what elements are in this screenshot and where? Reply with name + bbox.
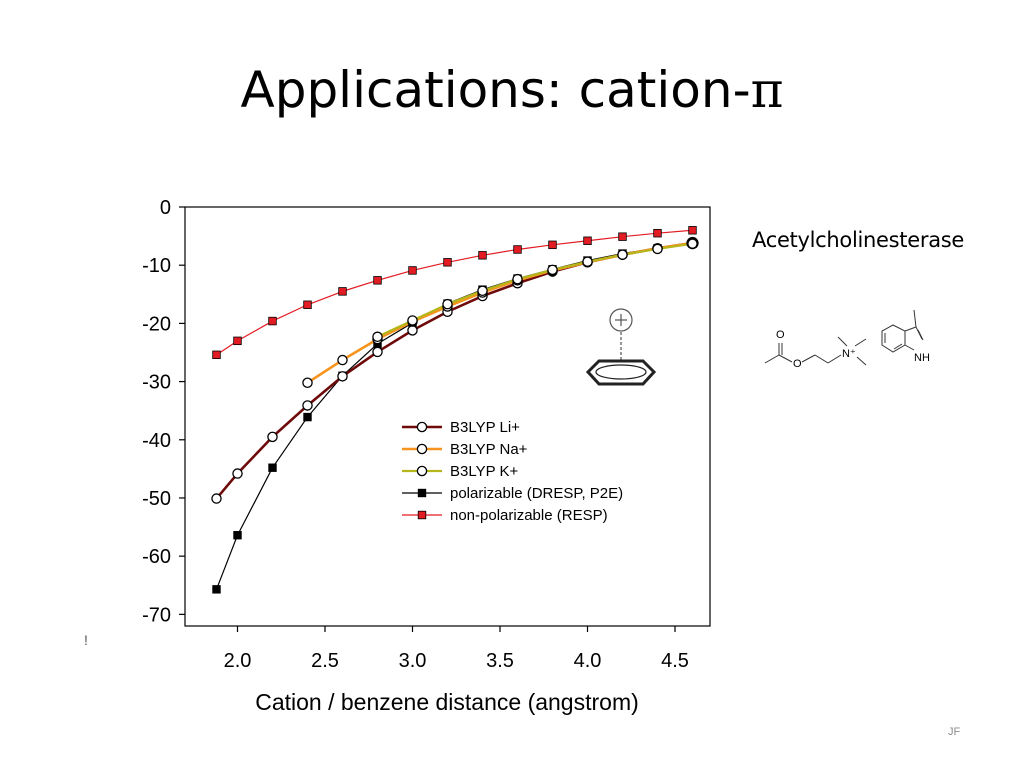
- point-s2-2: [442, 298, 453, 310]
- ammonium-label: N⁺: [842, 348, 856, 360]
- legend-marker-4: [417, 510, 427, 520]
- chart-legend: B3LYP Li+ B3LYP Na+ B3LYP K+ polarizable (D…: [402, 419, 623, 524]
- y-tick-label-0: 0: [160, 197, 171, 219]
- footer-initials: JF: [948, 726, 961, 738]
- point-s2-4: [512, 273, 523, 285]
- cation-plus-icon: [609, 308, 633, 332]
- legend-marker-3: [417, 488, 427, 498]
- point-s0-5: [372, 346, 383, 358]
- legend-label-1: B3LYP Na+: [450, 441, 528, 458]
- series-line-4: [216, 229, 693, 356]
- chart-series-markers: [211, 226, 699, 594]
- legend-marker-1: [416, 443, 428, 455]
- point-s3-1: [233, 531, 242, 540]
- point-s1-1: [337, 354, 348, 366]
- point-s4-11: [583, 236, 592, 245]
- point-s0-1: [232, 468, 243, 479]
- legend-label-0: B3LYP Li+: [450, 419, 520, 436]
- point-s2-3: [477, 285, 488, 297]
- point-s4-13: [653, 228, 662, 238]
- point-s4-6: [408, 266, 417, 275]
- y-tick-label-4: -40: [142, 430, 171, 452]
- point-s0-0: [211, 493, 222, 504]
- chart-axes: 0 -10 -20 -30 -40 -50 -60 -70 2.0 2.5 3.0 3.5 4.0 4.5: [142, 197, 711, 672]
- indole-nh-label: NH: [914, 352, 930, 364]
- point-s0-3: [302, 400, 313, 411]
- plot-frame: [184, 206, 711, 627]
- legend-label-4: non-polarizable (RESP): [450, 507, 608, 524]
- slide-title: Applications: cation-π: [0, 61, 1024, 120]
- y-tick-label-1: -10: [142, 255, 171, 277]
- series-line-3: [215, 243, 693, 590]
- point-s4-4: [338, 287, 347, 296]
- legend-label-3: polarizable (DRESP, P2E): [450, 485, 623, 502]
- point-s3-2: [268, 463, 277, 472]
- point-s4-12: [618, 232, 627, 241]
- y-tick-label-5: -50: [142, 488, 171, 510]
- legend-marker-0: [416, 421, 428, 433]
- point-s4-9: [513, 245, 522, 254]
- point-s2-7: [617, 249, 628, 260]
- x-tick-label-3: 3.5: [486, 650, 514, 672]
- x-tick-label-0: 2.0: [224, 650, 252, 672]
- legend-label-2: B3LYP K+: [450, 463, 518, 480]
- side-label-acetylcholinesterase: Acetylcholinesterase: [752, 228, 965, 252]
- y-tick-label-6: -60: [142, 546, 171, 568]
- point-s4-7: [443, 258, 452, 267]
- y-tick-label-3: -30: [142, 372, 171, 394]
- ester-oxygen-label: O: [793, 358, 802, 370]
- y-tick-label-7: -70: [142, 604, 171, 626]
- point-s2-5: [547, 264, 558, 276]
- point-s0-2: [267, 431, 278, 443]
- cation-benzene-illustration: [585, 308, 657, 386]
- x-axis-label: Cation / benzene distance (angstrom): [255, 689, 639, 715]
- x-tick-label-4: 4.0: [574, 650, 602, 672]
- point-s4-0: [212, 350, 221, 360]
- point-s0-6: [407, 325, 418, 336]
- point-s2-0: [372, 331, 383, 343]
- point-s3-0: [212, 585, 221, 594]
- x-tick-label-1: 2.5: [311, 650, 339, 672]
- y-tick-label-2: -20: [142, 313, 171, 335]
- point-s2-1: [407, 315, 418, 326]
- acetylcholine-structure: [764, 336, 867, 366]
- benzene-inner-ring: [595, 364, 647, 380]
- carbonyl-oxygen-label: O: [776, 329, 785, 341]
- point-s2-9: [687, 238, 698, 249]
- series-line-2: [377, 242, 693, 338]
- point-s1-0: [302, 377, 313, 388]
- point-s4-2: [268, 316, 277, 326]
- indole-structure: [881, 309, 924, 353]
- x-tick-label-5: 4.5: [661, 650, 689, 672]
- point-s2-6: [582, 256, 593, 267]
- chart-series-lines: [215, 229, 693, 590]
- point-s4-10: [548, 240, 557, 250]
- point-s3-3: [303, 412, 312, 422]
- point-s4-8: [478, 251, 487, 260]
- point-s4-1: [233, 336, 242, 346]
- title-pi-symbol: π: [750, 61, 784, 119]
- x-tick-label-2: 3.0: [399, 650, 427, 672]
- point-s4-5: [373, 276, 382, 285]
- point-s4-14: [688, 226, 697, 235]
- title-text: Applications: cation-: [240, 61, 751, 119]
- legend-marker-2: [416, 465, 428, 477]
- point-s2-8: [652, 243, 663, 255]
- stray-mark: !: [84, 632, 88, 648]
- point-s4-3: [303, 300, 312, 309]
- point-s0-4: [337, 371, 348, 382]
